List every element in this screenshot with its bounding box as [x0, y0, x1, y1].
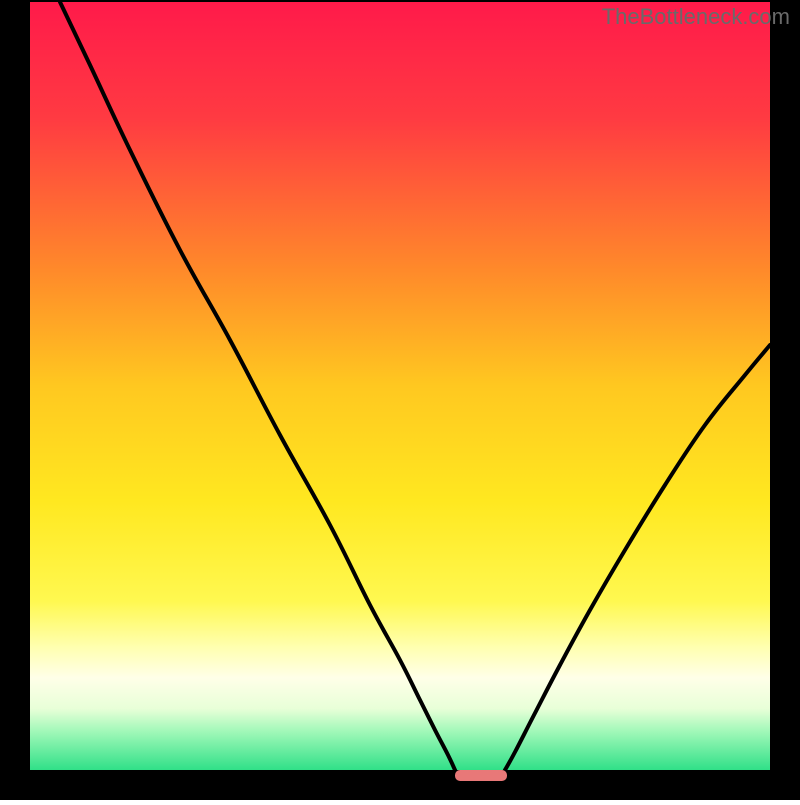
attribution-label: TheBottleneck.com [602, 4, 790, 30]
bottleneck-chart: TheBottleneck.com [0, 0, 800, 800]
plot-background [30, 2, 770, 770]
valley-marker [455, 770, 507, 781]
chart-svg [0, 0, 800, 800]
